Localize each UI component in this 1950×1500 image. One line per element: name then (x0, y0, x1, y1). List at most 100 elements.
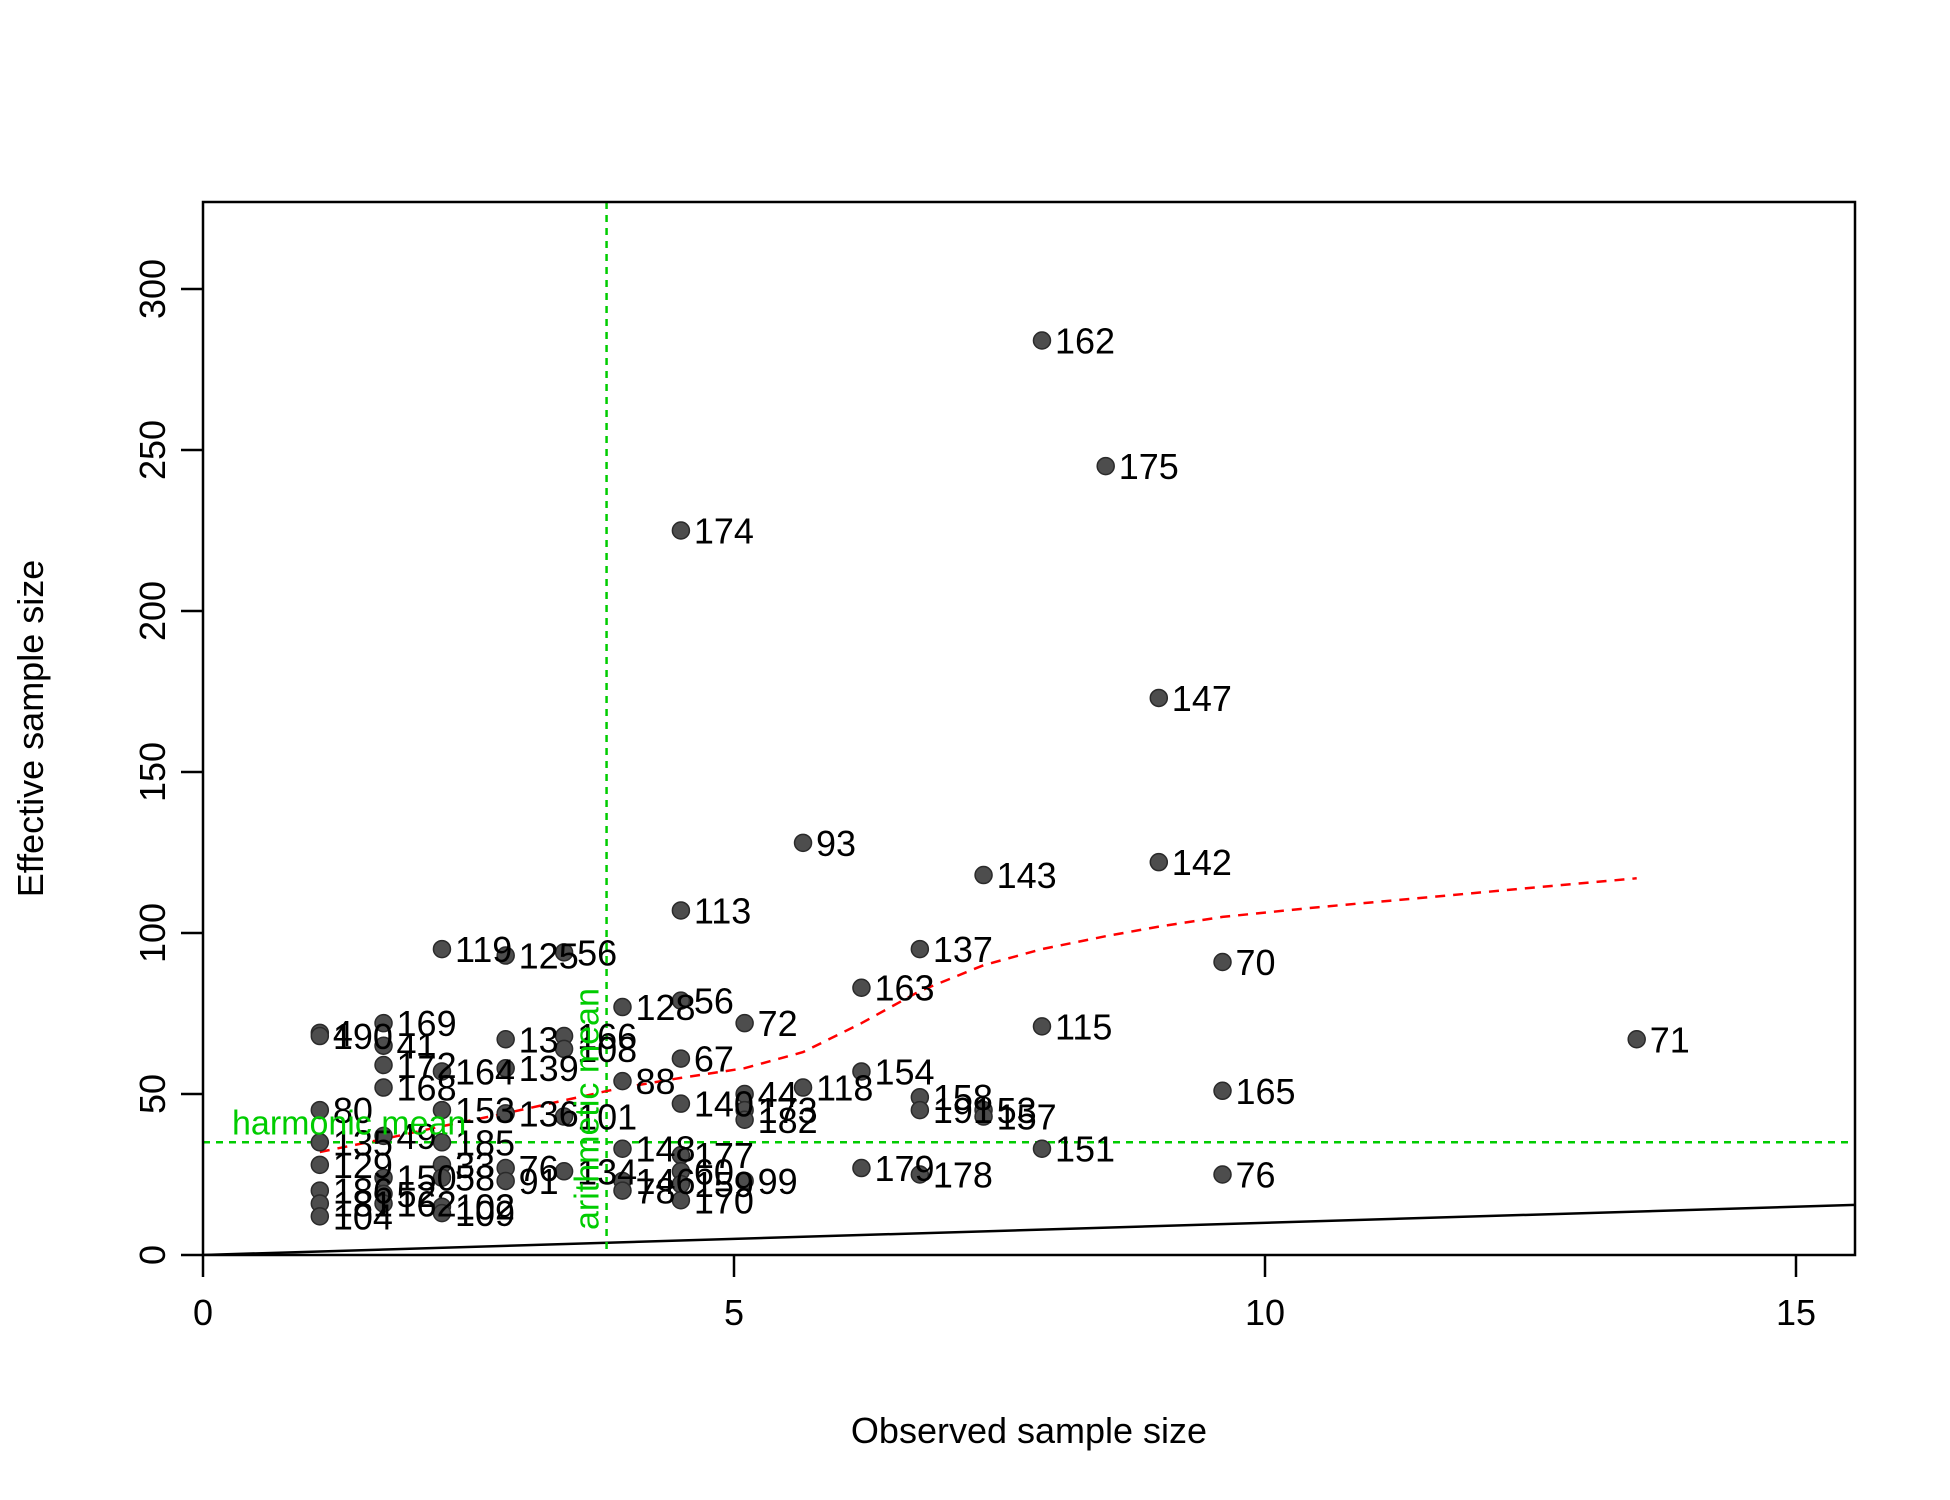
point-label: 52 (397, 1174, 437, 1215)
data-point (310, 1100, 330, 1120)
point-label: 49 (397, 1116, 437, 1157)
point-label: 44 (758, 1074, 798, 1115)
y-tick-label: 300 (132, 259, 173, 319)
point-label: 109 (455, 1193, 515, 1234)
data-point (1032, 1017, 1052, 1036)
point-label: 172 (397, 1045, 457, 1086)
point-label: 186 (333, 1171, 393, 1212)
point-label: 164 (455, 1051, 515, 1092)
point-label: 178 (933, 1155, 993, 1196)
data-point (554, 1107, 574, 1126)
point-label: 136 (519, 1093, 579, 1134)
plot-frame (201, 200, 1857, 1257)
data-point (554, 943, 574, 962)
point-label: 135 (333, 1122, 393, 1163)
data-point (310, 1133, 330, 1152)
y-tick-label: 200 (132, 581, 173, 641)
point-label: 99 (758, 1161, 798, 1202)
point-label: 151 (1055, 1129, 1115, 1170)
reference-layer (203, 202, 1855, 1255)
data-point (374, 1036, 393, 1055)
point-label: 129 (333, 1145, 393, 1186)
y-axis-title: Effective sample size (10, 560, 51, 897)
point-label: 174 (694, 511, 754, 552)
point-label: 76 (519, 1148, 559, 1189)
point-label: 128 (635, 987, 695, 1028)
data-point (613, 997, 632, 1017)
data-point (613, 1071, 632, 1091)
data-point (852, 1062, 871, 1081)
data-point (613, 1139, 632, 1158)
point-label: 153 (455, 1090, 515, 1131)
data-point (671, 1049, 691, 1068)
point-label: 179 (874, 1148, 934, 1189)
point-label: 56 (694, 981, 734, 1022)
data-point (432, 1203, 452, 1223)
data-point (310, 1207, 330, 1226)
data-point (432, 1133, 452, 1152)
data-point (974, 865, 993, 885)
point-label: 80 (333, 1090, 373, 1131)
point-label: 165 (1236, 1071, 1296, 1112)
arithmetic-mean-label: arithmetic mean (569, 988, 607, 1230)
data-point (432, 939, 452, 959)
point-label: 175 (1119, 446, 1179, 487)
point-label: 56 (577, 932, 617, 973)
point-label: 142 (1172, 842, 1232, 883)
data-point (496, 1104, 515, 1123)
data-point (613, 1181, 632, 1200)
point-label: 33 (455, 1145, 495, 1186)
data-point (793, 1078, 813, 1097)
point-label: 143 (997, 855, 1057, 896)
point-label: 150 (397, 1158, 457, 1199)
point-label: 134 (577, 1151, 637, 1192)
point-label: 118 (816, 1068, 873, 1109)
data-point (910, 1100, 930, 1120)
point-label: 41 (397, 1026, 437, 1067)
data-point (496, 946, 515, 965)
data-point (1213, 1165, 1232, 1184)
point-label: 71 (1650, 1019, 1690, 1060)
point-label: 72 (758, 1003, 798, 1044)
data-point (496, 1030, 515, 1049)
point-label: 140 (694, 1084, 754, 1125)
y-tick-label: 0 (132, 1245, 173, 1265)
data-point (310, 1155, 330, 1175)
point-label: 181 (333, 1183, 393, 1224)
y-tick-label: 50 (132, 1074, 173, 1114)
point-label: 78 (635, 1171, 675, 1212)
data-point (735, 1013, 754, 1033)
data-point (432, 1062, 452, 1081)
point-label: 119 (455, 929, 512, 970)
data-point (1032, 331, 1052, 350)
point-label: 60 (694, 1151, 734, 1192)
point-label: 166 (577, 1016, 637, 1057)
data-point (852, 1158, 871, 1178)
point-label: 104 (333, 1196, 393, 1237)
data-point (496, 1171, 515, 1191)
data-point (1213, 1081, 1232, 1101)
point-label: 190 (333, 1016, 393, 1057)
point-label: 177 (694, 1135, 754, 1176)
data-point (671, 1191, 691, 1210)
point-label: 53 (997, 1090, 1037, 1131)
point-label: 101 (577, 1097, 637, 1138)
point-label: 115 (1055, 1006, 1112, 1047)
data-point (374, 1126, 393, 1146)
data-point (1213, 952, 1232, 972)
point-label: 70 (1236, 942, 1276, 983)
harmonic-mean-label: harmonic mean (232, 1104, 466, 1142)
point-label: 163 (874, 968, 934, 1009)
point-label: 108 (577, 1029, 637, 1070)
data-point (554, 1162, 574, 1181)
point-label: 158 (933, 1077, 993, 1118)
data-point (496, 1058, 515, 1078)
point-label: 93 (816, 823, 856, 864)
data-point (310, 1026, 330, 1046)
point-label: 76 (1236, 1155, 1276, 1196)
point-label: 146 (635, 1161, 695, 1202)
point-label: 162 (397, 1183, 457, 1224)
data-point (432, 1100, 452, 1120)
